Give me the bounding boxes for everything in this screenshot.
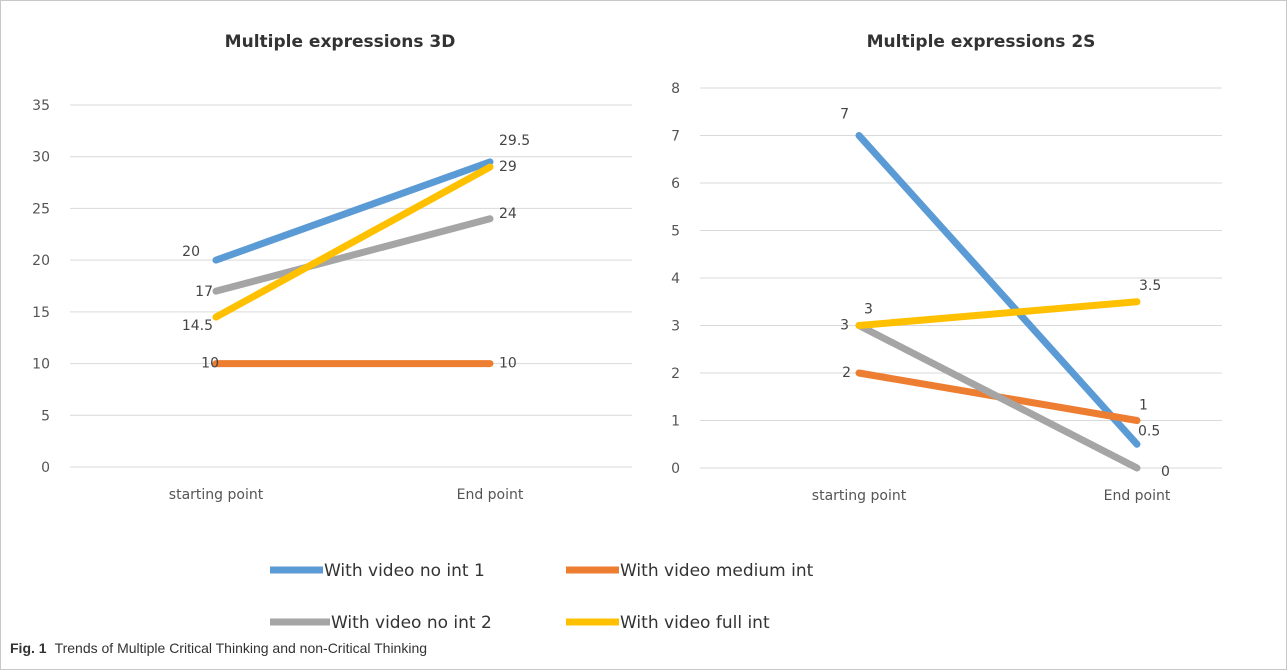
y-tick-label: 7: [671, 129, 680, 145]
data-label: 10: [201, 356, 219, 372]
y-tick-label: 2: [671, 366, 680, 382]
legend-item: With video full int: [566, 613, 770, 633]
legend-label: With video no int 2: [331, 613, 492, 633]
data-label: 7: [840, 107, 849, 123]
y-tick-label: 3: [671, 319, 680, 335]
legend-label: With video full int: [620, 613, 770, 633]
data-label: 17: [195, 284, 213, 300]
x-tick-label: starting point: [812, 488, 907, 504]
series-line: [212, 158, 494, 264]
legend: With video no int 1 With video medium in…: [270, 561, 814, 633]
y-tick-label: 8: [671, 81, 680, 97]
data-label: 24: [499, 206, 517, 222]
series-line: [855, 322, 1141, 472]
figure-number: Fig. 1: [10, 640, 47, 656]
data-label: 29: [499, 159, 517, 175]
chart-2s: Multiple expressions 2S 0 1 2 3 4 5 6 7 8 starti…: [671, 32, 1222, 504]
legend-item: With video medium int: [566, 561, 814, 581]
y-tick-label: 5: [671, 224, 680, 240]
data-label: 0.5: [1138, 423, 1160, 439]
data-label: 14.5: [182, 318, 213, 334]
series-line: [855, 132, 1141, 448]
data-label: 2: [842, 365, 851, 381]
x-tick-label: starting point: [169, 487, 264, 503]
legend-label: With video no int 1: [324, 561, 485, 581]
legend-item: With video no int 2: [270, 613, 492, 633]
data-label: 29.5: [499, 133, 530, 149]
chart-title: Multiple expressions 3D: [225, 32, 456, 52]
x-tick-label: End point: [1104, 488, 1171, 504]
y-tick-label: 0: [671, 461, 680, 477]
legend-label: With video medium int: [620, 561, 814, 581]
series-line: [212, 163, 494, 321]
y-tick-label: 20: [32, 253, 50, 269]
caption-text: Trends of Multiple Critical Thinking and…: [54, 640, 428, 656]
y-tick-label: 6: [671, 176, 680, 192]
data-label: 0: [1161, 464, 1170, 480]
y-tick-label: 1: [671, 414, 680, 430]
data-label: 3: [840, 318, 849, 334]
y-tick-label: 5: [41, 408, 50, 424]
y-tick-label: 10: [32, 357, 50, 373]
data-label: 3.5: [1139, 278, 1161, 294]
figure-caption: Fig. 1 Trends of Multiple Critical Thinki…: [10, 640, 427, 656]
y-tick-label: 30: [32, 150, 50, 166]
series-line: [212, 215, 494, 295]
y-tick-label: 0: [41, 460, 50, 476]
series-line: [855, 298, 1141, 329]
y-tick-label: 15: [32, 305, 50, 321]
chart-3d: Multiple expressions 3D 0 5 10 15 20 25 30 35 s…: [32, 32, 632, 503]
chart-title: Multiple expressions 2S: [867, 32, 1096, 52]
x-tick-label: End point: [457, 487, 524, 503]
legend-item: With video no int 1: [270, 561, 485, 581]
data-label: 20: [182, 244, 200, 260]
data-label: 10: [499, 356, 517, 372]
y-tick-label: 35: [32, 98, 50, 114]
y-tick-label: 4: [671, 271, 680, 287]
data-label: 1: [1139, 398, 1148, 414]
y-tick-label: 25: [32, 201, 50, 217]
data-label: 3: [864, 302, 873, 318]
